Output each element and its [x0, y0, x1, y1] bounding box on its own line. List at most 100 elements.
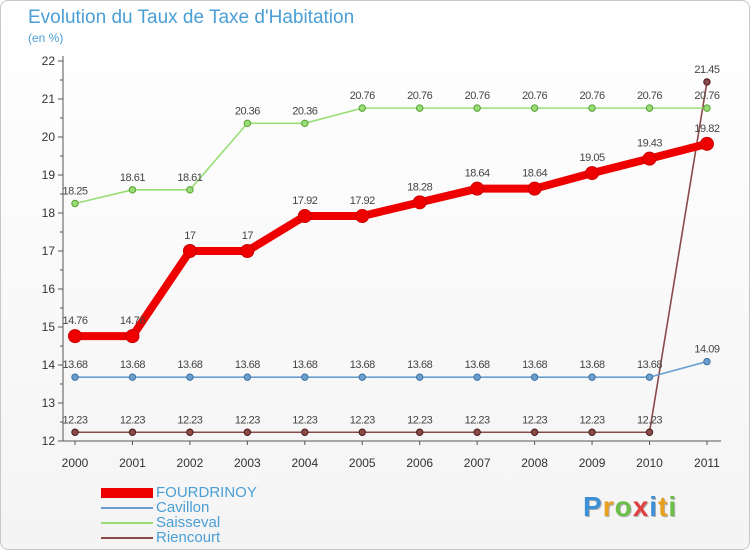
- logo-letter: P: [583, 491, 603, 522]
- data-point-saisseval: [588, 104, 596, 112]
- logo-letter: o: [614, 491, 633, 522]
- x-tick-label: 2008: [521, 456, 548, 470]
- data-label-cavillon: 13.68: [177, 359, 202, 371]
- data-point-fourdrinoy: [412, 195, 427, 210]
- data-label-fourdrinoy: 18.28: [407, 181, 432, 193]
- legend-label: Saisseval: [156, 514, 221, 531]
- data-point-riencourt: [530, 428, 539, 436]
- series-line-saisseval: [74, 107, 708, 205]
- data-point-fourdrinoy: [527, 181, 542, 196]
- legend-label: Riencourt: [156, 529, 221, 546]
- data-point-fourdrinoy: [585, 166, 600, 181]
- data-label-saisseval: 18.25: [62, 186, 87, 198]
- data-point-cavillon: [301, 373, 309, 381]
- y-tick-label: 16: [42, 282, 56, 296]
- data-label-cavillon: 13.68: [235, 359, 260, 371]
- data-point-saisseval: [301, 119, 309, 128]
- data-label-fourdrinoy: 17.92: [292, 195, 317, 207]
- data-label-riencourt: 21.45: [694, 64, 719, 76]
- data-label-riencourt: 12.23: [62, 414, 87, 426]
- data-point-riencourt: [186, 428, 194, 436]
- data-label-saisseval: 20.36: [292, 105, 317, 117]
- data-label-cavillon: 13.68: [407, 359, 432, 371]
- x-tick-label: 2009: [579, 456, 606, 470]
- data-label-riencourt: 12.23: [177, 414, 202, 426]
- y-tick-label: 18: [42, 206, 56, 220]
- data-point-riencourt: [416, 428, 424, 436]
- data-label-cavillon: 13.68: [522, 359, 547, 371]
- legend-label: Cavillon: [156, 499, 210, 516]
- data-label-saisseval: 20.76: [522, 90, 547, 102]
- x-tick-label: 2011: [694, 456, 720, 470]
- data-label-cavillon: 13.68: [465, 359, 490, 371]
- data-point-cavillon: [128, 373, 137, 381]
- legend-item-saisseval: Saisseval: [101, 515, 257, 530]
- data-point-cavillon: [71, 373, 79, 381]
- data-point-saisseval: [416, 104, 424, 112]
- data-label-saisseval: 20.76: [694, 90, 719, 102]
- x-tick-label: 2010: [636, 456, 663, 470]
- data-point-riencourt: [243, 428, 252, 436]
- data-point-fourdrinoy: [355, 209, 370, 224]
- unit-label: (en %): [28, 31, 64, 45]
- y-tick-label: 13: [42, 396, 56, 410]
- data-point-cavillon: [530, 373, 539, 381]
- data-label-fourdrinoy: 18.64: [522, 168, 547, 180]
- data-label-riencourt: 12.23: [522, 414, 547, 426]
- legend-item-cavillon: Cavillon: [101, 500, 257, 515]
- legend-item-fourdrinoy: FOURDRINOY: [101, 485, 257, 500]
- data-label-saisseval: 20.76: [407, 90, 432, 102]
- data-point-saisseval: [645, 104, 654, 112]
- data-point-cavillon: [243, 373, 252, 381]
- data-point-riencourt: [703, 78, 711, 86]
- data-label-cavillon: 13.68: [292, 359, 317, 371]
- y-tick-label: 15: [42, 320, 56, 334]
- data-label-saisseval: 20.76: [580, 90, 605, 102]
- data-point-cavillon: [358, 373, 366, 381]
- data-label-riencourt: 12.23: [407, 414, 432, 426]
- logo-letter: r: [602, 491, 615, 522]
- data-label-fourdrinoy: 19.05: [580, 152, 605, 164]
- data-point-fourdrinoy: [125, 329, 140, 344]
- y-tick-label: 21: [42, 92, 56, 106]
- data-point-saisseval: [358, 104, 366, 112]
- data-point-riencourt: [71, 428, 79, 436]
- data-label-fourdrinoy: 19.43: [637, 138, 662, 150]
- data-point-riencourt: [128, 428, 137, 436]
- data-point-saisseval: [473, 104, 481, 112]
- y-tick-label: 12: [42, 434, 56, 448]
- data-point-fourdrinoy: [182, 244, 197, 258]
- data-point-fourdrinoy: [470, 181, 485, 196]
- y-tick-label: 14: [42, 358, 56, 372]
- data-label-cavillon: 13.68: [120, 359, 145, 371]
- data-point-fourdrinoy: [699, 136, 714, 151]
- x-tick-label: 2000: [62, 456, 89, 470]
- data-label-cavillon: 13.68: [637, 359, 662, 371]
- data-label-cavillon: 13.68: [350, 359, 375, 371]
- data-label-riencourt: 12.23: [637, 414, 662, 426]
- logo-letter: x: [632, 491, 650, 522]
- data-point-riencourt: [645, 428, 654, 436]
- data-point-fourdrinoy: [240, 244, 255, 258]
- y-tick-label: 19: [42, 168, 56, 182]
- data-point-saisseval: [243, 119, 252, 128]
- data-label-fourdrinoy: 14.76: [62, 315, 87, 327]
- data-label-fourdrinoy: 17: [184, 230, 196, 242]
- y-tick-label: 20: [42, 130, 56, 144]
- data-label-fourdrinoy: 17: [242, 230, 254, 242]
- data-point-riencourt: [301, 428, 309, 436]
- data-point-cavillon: [588, 373, 596, 381]
- legend-swatch: [101, 536, 153, 539]
- data-label-saisseval: 20.76: [465, 90, 490, 102]
- data-point-riencourt: [358, 428, 366, 436]
- legend-swatch: [101, 506, 153, 509]
- logo-letter: t: [658, 491, 669, 522]
- data-point-saisseval: [71, 199, 79, 208]
- x-tick-label: 2007: [464, 456, 491, 470]
- series-line-fourdrinoy: [71, 139, 711, 341]
- data-label-fourdrinoy: 18.64: [465, 168, 490, 180]
- data-point-fourdrinoy: [642, 151, 657, 166]
- x-tick-label: 2006: [406, 456, 433, 470]
- data-label-cavillon: 13.68: [62, 359, 87, 371]
- data-point-fourdrinoy: [297, 209, 312, 224]
